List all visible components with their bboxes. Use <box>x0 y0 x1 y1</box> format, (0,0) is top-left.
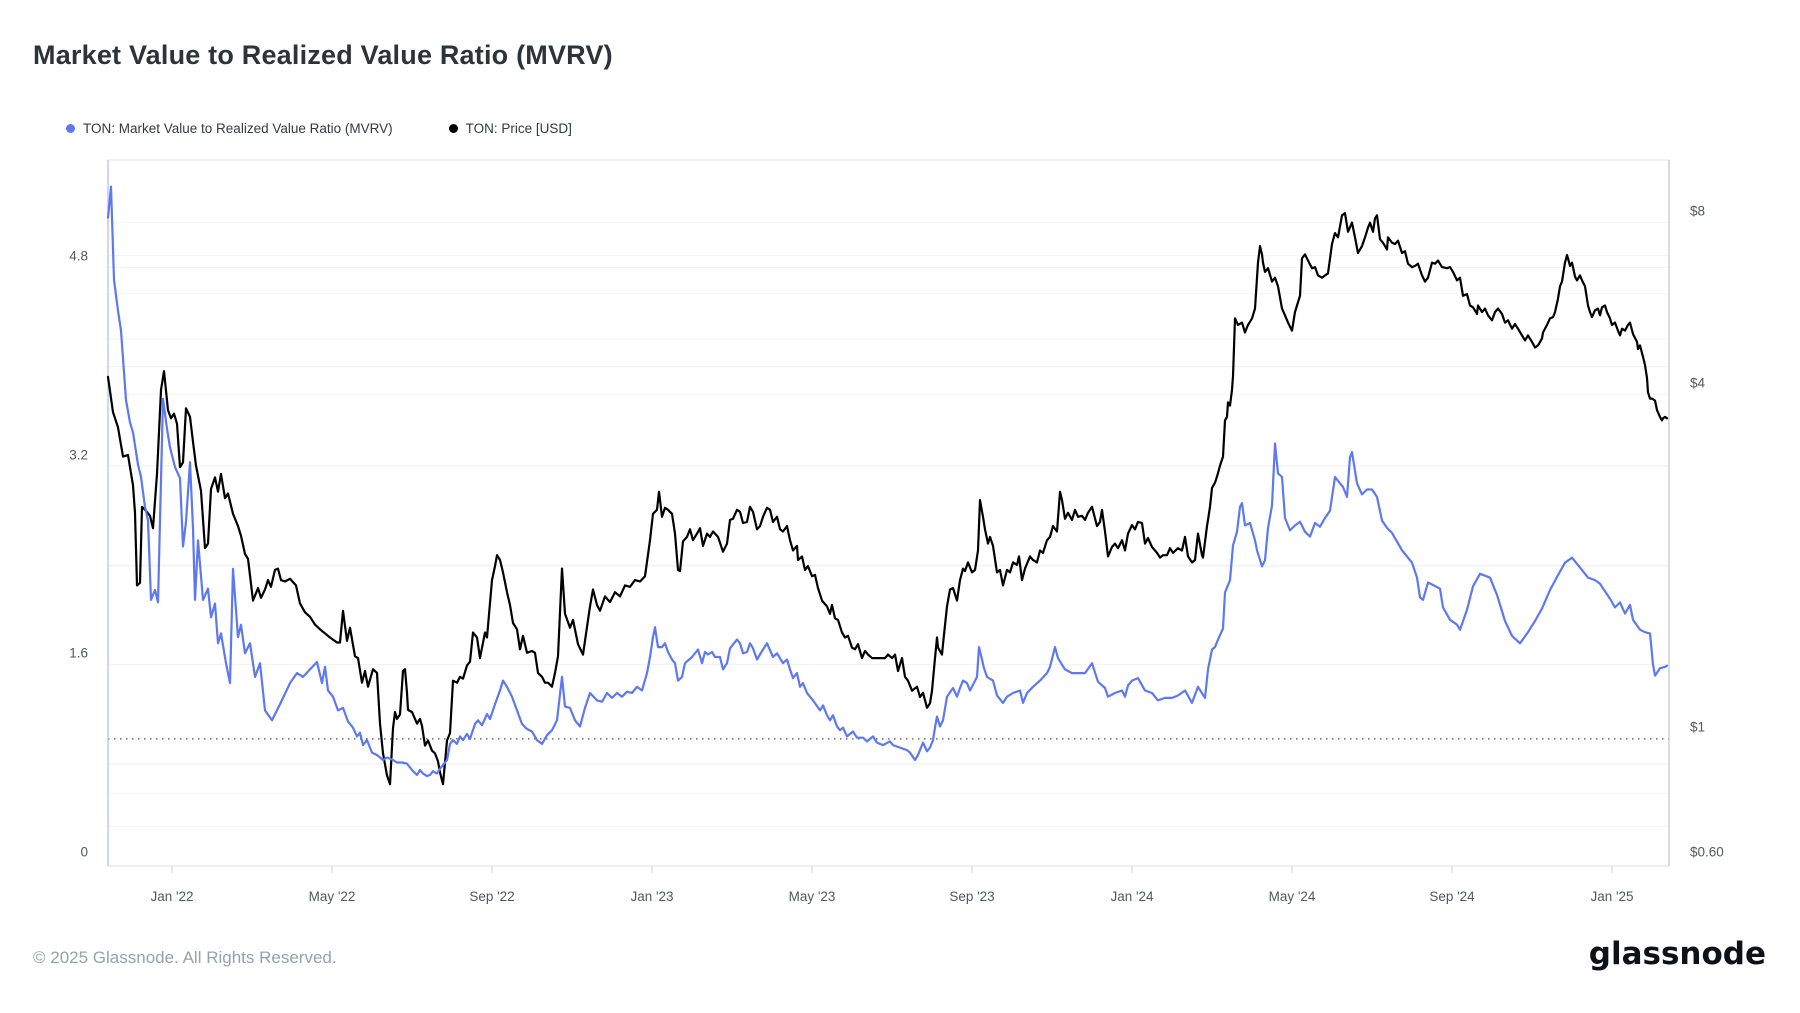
x-axis-tick-label: Jan '23 <box>630 889 674 904</box>
x-axis-tick-label: May '24 <box>1268 889 1316 904</box>
y-left-tick-label: 0 <box>80 844 88 860</box>
x-axis-tick-label: May '22 <box>308 889 356 904</box>
y-left-tick-label: 1.6 <box>69 645 88 661</box>
y-left-tick-label: 3.2 <box>69 447 88 463</box>
x-axis-tick-label: May '23 <box>788 889 836 904</box>
legend-dot-price-icon <box>448 124 458 133</box>
price-line <box>106 212 1669 786</box>
legend-item-mvrv[interactable]: TON: Market Value to Realized Value Rati… <box>66 121 393 136</box>
y-left-tick-label: 4.8 <box>69 248 88 264</box>
x-axis-tick-label: Sep '24 <box>1429 889 1475 904</box>
chart-legend: TON: Market Value to Realized Value Rati… <box>66 121 572 136</box>
legend-item-price[interactable]: TON: Price [USD] <box>448 121 572 136</box>
x-axis-tick-label: Jan '24 <box>1110 889 1154 904</box>
page-title: Market Value to Realized Value Ratio (MV… <box>33 40 613 70</box>
legend-label-mvrv: TON: Market Value to Realized Value Rati… <box>83 121 393 136</box>
x-axis-tick-label: Sep '22 <box>469 889 515 904</box>
x-axis-tick-label: Jan '25 <box>1590 889 1634 904</box>
glassnode-logo[interactable]: glassnode <box>1588 936 1766 972</box>
x-axis-tick-label: Jan '22 <box>150 889 194 904</box>
copyright-text: © 2025 Glassnode. All Rights Reserved. <box>33 948 337 967</box>
mvrv-line <box>106 185 1669 778</box>
x-axis-tick-label: Sep '23 <box>949 889 995 904</box>
y-right-tick-label: $0.60 <box>1690 844 1724 860</box>
y-right-tick-label: $1 <box>1690 719 1706 735</box>
y-right-tick-label: $8 <box>1690 203 1706 219</box>
y-right-tick-label: $4 <box>1690 375 1706 391</box>
legend-dot-mvrv-icon <box>66 124 75 133</box>
legend-label-price: TON: Price [USD] <box>465 121 572 136</box>
